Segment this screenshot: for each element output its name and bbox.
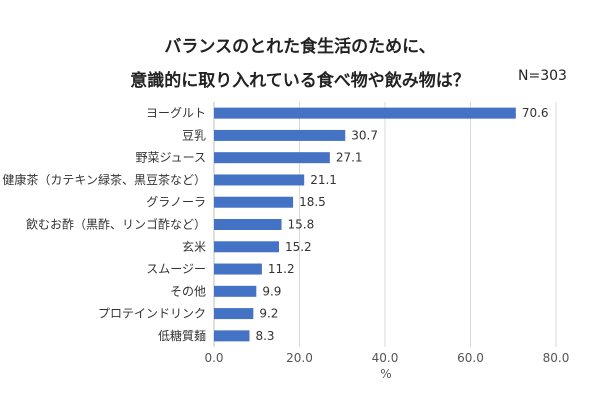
x-tick-label: 80.0 (543, 351, 570, 365)
category-label: 玄米 (182, 239, 206, 254)
x-tick-label: 20.0 (286, 351, 313, 365)
x-axis-ticks: 0.0 20.0 40.0 60.0 80.0 (204, 351, 569, 365)
sample-size-label: N=303 (518, 68, 567, 84)
value-label: 18.5 (299, 195, 326, 209)
bar (214, 285, 257, 297)
category-label: グラノーラ (146, 195, 206, 209)
value-label: 27.1 (336, 151, 363, 165)
category-label: 飲むお酢（黒酢、リンゴ酢など） (26, 217, 206, 232)
bar (214, 196, 294, 208)
x-axis-label: % (380, 367, 391, 381)
value-label: 8.3 (255, 329, 274, 343)
value-label: 11.2 (268, 262, 295, 276)
category-label: スムージー (146, 262, 206, 276)
x-tick-label: 0.0 (204, 351, 223, 365)
value-labels: 70.6 30.7 27.1 21.1 18.5 15.8 15.2 11.2 9.9 9.2 8.… (255, 106, 548, 343)
bar (214, 330, 250, 342)
bars (214, 107, 516, 342)
value-label: 30.7 (351, 128, 378, 142)
category-label: その他 (170, 284, 206, 298)
value-label: 21.1 (310, 173, 337, 187)
chart-title-line-2: 意識的に取り入れている食べ物や飲み物は？ (130, 71, 470, 91)
bar (214, 129, 346, 141)
bar (214, 174, 305, 186)
bar (214, 308, 254, 320)
category-label: 豆乳 (182, 128, 206, 142)
value-label: 70.6 (522, 106, 549, 120)
bar (214, 219, 282, 230)
category-label: 低糖質麺 (158, 328, 206, 343)
value-label: 15.8 (288, 218, 315, 232)
bar (214, 152, 330, 164)
bar (214, 107, 516, 119)
category-label: ヨーグルト (146, 106, 206, 120)
x-tick-label: 60.0 (457, 351, 484, 365)
bar (214, 241, 279, 253)
category-label: 野菜ジュース (135, 151, 206, 165)
x-tick-label: 40.0 (372, 351, 399, 365)
category-label: プロテインドリンク (98, 307, 206, 321)
category-label: 健康茶（カテキン緑茶、黒豆茶など） (2, 172, 206, 187)
value-label: 15.2 (285, 240, 312, 254)
value-label: 9.9 (262, 284, 281, 298)
value-label: 9.2 (259, 307, 278, 321)
bar (214, 263, 262, 275)
chart-title-line-1: バランスのとれた食生活のために、 (164, 37, 436, 57)
